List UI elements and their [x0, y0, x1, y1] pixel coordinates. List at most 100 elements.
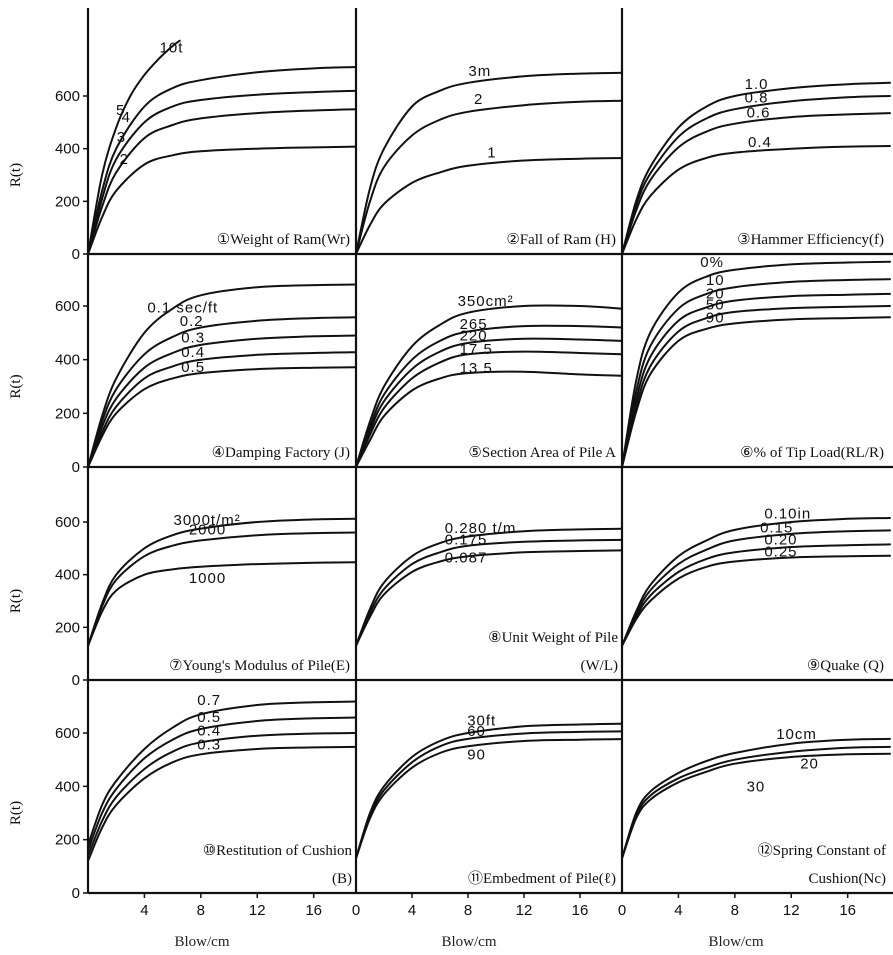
series-label: 265 [460, 316, 488, 333]
series-line [621, 517, 891, 647]
panel-p7 [87, 517, 357, 647]
y-axis-label: R(t) [8, 163, 24, 187]
y-tick-label: 0 [72, 672, 80, 689]
y-tick-label: 0 [72, 885, 80, 902]
panel-title: ⑨Quake (Q) [807, 658, 884, 674]
series-line [621, 292, 891, 468]
y-tick-label: 600 [55, 298, 80, 315]
y-tick-label: 0 [72, 459, 80, 476]
y-tick-label: 600 [55, 88, 80, 105]
series-label: 0.280 t/m [445, 520, 517, 537]
series-label: 2 [474, 91, 483, 108]
y-tick-label: 400 [55, 778, 80, 795]
series-line [621, 278, 891, 468]
x-axis-label: Blow/cm [175, 934, 230, 950]
series-label: 0.7 [197, 692, 221, 709]
panel-title: ⑩Restitution of Cushion [203, 843, 353, 859]
x-tick-label: 4 [408, 902, 416, 919]
panel-p1 [87, 39, 357, 255]
series-label: 2 [120, 151, 129, 168]
series-line [621, 543, 891, 647]
series-line [87, 66, 357, 255]
x-axis-label: Blow/cm [709, 934, 764, 950]
y-tick-label: 600 [55, 514, 80, 531]
series-line [621, 95, 891, 255]
series-label: 17.5 [460, 341, 493, 358]
series-label: 0.175 [445, 531, 488, 548]
series-label: 4 [122, 109, 131, 126]
series-line [355, 71, 623, 255]
series-line [87, 351, 357, 468]
x-zero-label: 0 [618, 902, 626, 919]
series-line [87, 700, 357, 846]
series-line [355, 304, 623, 468]
series-label: 1.0 [745, 76, 769, 93]
panel-title: ④Damping Factory (J) [212, 445, 350, 461]
series-line [621, 81, 891, 255]
x-zero-label: 0 [352, 902, 360, 919]
series-line [621, 316, 891, 468]
series-line [621, 529, 891, 647]
series-line [87, 89, 357, 255]
y-tick-label: 200 [55, 405, 80, 422]
panel-p3 [621, 81, 891, 255]
y-tick-label: 400 [55, 141, 80, 158]
panel-p4 [87, 283, 357, 468]
x-tick-label: 16 [572, 902, 589, 919]
panel-p11 [355, 722, 623, 860]
series-line [355, 549, 623, 647]
series-line [621, 752, 891, 860]
series-line [355, 99, 623, 255]
x-tick-label: 12 [783, 902, 800, 919]
series-label: 0.2 [180, 313, 204, 330]
series-label: 20 [706, 286, 725, 303]
x-tick-label: 8 [731, 902, 739, 919]
series-label: 0.3 [197, 737, 221, 754]
series-line [87, 39, 181, 255]
panel-p10 [87, 700, 357, 862]
series-label: 0.6 [747, 104, 771, 121]
panel-p9 [621, 517, 891, 647]
x-tick-label: 12 [516, 902, 533, 919]
series-line [355, 337, 623, 468]
series-line [621, 260, 891, 468]
y-tick-label: 200 [55, 193, 80, 210]
series-line [355, 350, 623, 468]
series-line [621, 554, 891, 647]
panel-p6 [621, 260, 891, 468]
series-line [355, 730, 623, 860]
series-line [355, 157, 623, 255]
series-label: 220 [460, 328, 488, 345]
y-axis-label: R(t) [8, 589, 24, 613]
series-label: 20 [800, 755, 819, 772]
series-label: 0% [700, 254, 724, 271]
x-tick-label: 8 [197, 902, 205, 919]
series-line [87, 517, 357, 647]
series-label: 30ft [467, 713, 496, 730]
series-line [621, 112, 891, 255]
y-tick-label: 600 [55, 725, 80, 742]
series-line [87, 108, 357, 255]
series-label: 10 [706, 272, 725, 289]
series-line [87, 531, 357, 647]
series-label: 3000t/m² [174, 512, 241, 529]
series-label: 5 [116, 102, 125, 119]
panel-title: ⑥% of Tip Load(RL/R) [740, 445, 884, 461]
panel-title-line2: Cushion(Nc) [809, 871, 887, 887]
y-tick-label: 200 [55, 619, 80, 636]
series-label: 0.4 [748, 134, 772, 151]
series-label: 1 [487, 144, 496, 161]
series-line [87, 745, 357, 862]
series-line [87, 283, 357, 468]
x-tick-label: 4 [140, 902, 148, 919]
series-label: 60 [467, 723, 486, 740]
panel-title: ⑫Spring Constant of [758, 842, 886, 859]
series-label: 0.5 [197, 709, 221, 726]
panel-p8 [355, 527, 623, 647]
series-label: 0.20 [764, 532, 797, 549]
panel-title: ①Weight of Ram(Wr) [217, 232, 350, 248]
series-label: 0.5 [181, 359, 205, 376]
series-label: 0.8 [745, 89, 769, 106]
series-label: 0.10in [764, 505, 811, 522]
